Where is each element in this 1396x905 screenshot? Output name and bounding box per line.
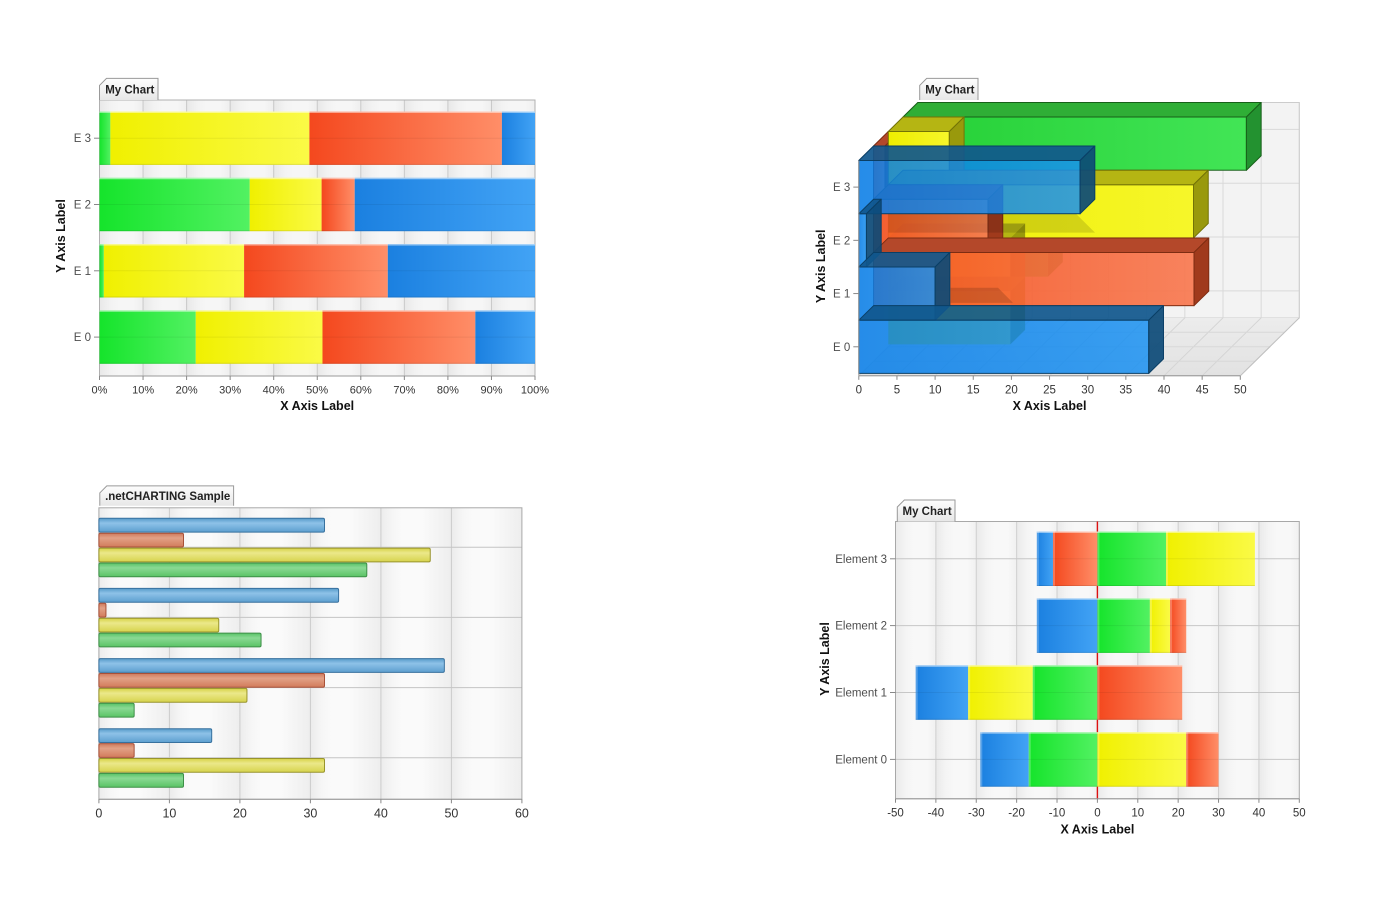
svg-text:E 0: E 0 [833, 342, 850, 354]
svg-text:My Chart: My Chart [925, 84, 974, 96]
svg-text:100%: 100% [521, 384, 549, 396]
svg-text:My Chart: My Chart [105, 84, 154, 96]
svg-text:60%: 60% [350, 384, 372, 396]
svg-text:Element 3: Element 3 [835, 554, 887, 566]
svg-text:Element 1: Element 1 [835, 688, 887, 700]
svg-text:80%: 80% [437, 384, 459, 396]
svg-text:50: 50 [1234, 385, 1247, 397]
svg-text:5: 5 [894, 385, 900, 397]
svg-text:X Axis Label: X Axis Label [1013, 399, 1087, 413]
svg-text:30: 30 [1212, 808, 1225, 820]
svg-text:10%: 10% [132, 384, 154, 396]
svg-text:20%: 20% [176, 384, 198, 396]
svg-text:X Axis Label: X Axis Label [1060, 823, 1134, 837]
svg-text:X Axis Label: X Axis Label [280, 399, 354, 413]
svg-text:35: 35 [1119, 385, 1132, 397]
svg-text:50%: 50% [306, 384, 328, 396]
svg-text:0: 0 [856, 385, 862, 397]
svg-text:E 1: E 1 [74, 266, 91, 278]
svg-text:E 2: E 2 [74, 200, 91, 212]
svg-text:E 3: E 3 [833, 182, 850, 194]
svg-text:10: 10 [1131, 808, 1144, 820]
svg-text:10: 10 [162, 806, 176, 820]
svg-text:E 2: E 2 [833, 235, 850, 247]
svg-text:-30: -30 [968, 808, 985, 820]
svg-text:60: 60 [515, 806, 529, 820]
svg-text:30%: 30% [219, 384, 241, 396]
svg-text:Element 2: Element 2 [835, 621, 887, 633]
svg-text:90%: 90% [480, 384, 502, 396]
svg-text:50: 50 [1293, 808, 1306, 820]
svg-text:0: 0 [1094, 808, 1100, 820]
svg-text:0: 0 [95, 806, 102, 820]
svg-text:-20: -20 [1008, 808, 1025, 820]
svg-text:30: 30 [303, 806, 317, 820]
svg-text:50: 50 [444, 806, 458, 820]
svg-text:70%: 70% [393, 384, 415, 396]
svg-text:40: 40 [1253, 808, 1266, 820]
svg-text:0%: 0% [92, 384, 108, 396]
svg-text:Element 0: Element 0 [835, 754, 887, 766]
svg-text:40: 40 [374, 806, 388, 820]
svg-text:Y Axis Label: Y Axis Label [54, 199, 68, 273]
svg-text:-50: -50 [887, 808, 904, 820]
svg-text:45: 45 [1196, 385, 1209, 397]
svg-text:E 3: E 3 [74, 133, 91, 145]
svg-text:10: 10 [929, 385, 942, 397]
svg-text:15: 15 [967, 385, 980, 397]
svg-text:E 0: E 0 [74, 332, 91, 344]
svg-text:30: 30 [1081, 385, 1094, 397]
svg-text:E 1: E 1 [833, 289, 850, 301]
svg-text:-40: -40 [928, 808, 945, 820]
svg-text:My Chart: My Chart [902, 506, 951, 518]
svg-text:-10: -10 [1049, 808, 1066, 820]
svg-text:25: 25 [1043, 385, 1056, 397]
svg-text:.netCHARTING Sample: .netCHARTING Sample [105, 491, 230, 503]
svg-text:20: 20 [1172, 808, 1185, 820]
svg-text:40%: 40% [263, 384, 285, 396]
svg-text:20: 20 [1005, 385, 1018, 397]
svg-text:20: 20 [233, 806, 247, 820]
svg-text:40: 40 [1158, 385, 1171, 397]
svg-text:Y Axis Label: Y Axis Label [818, 622, 832, 696]
svg-text:Y Axis Label: Y Axis Label [814, 229, 828, 303]
